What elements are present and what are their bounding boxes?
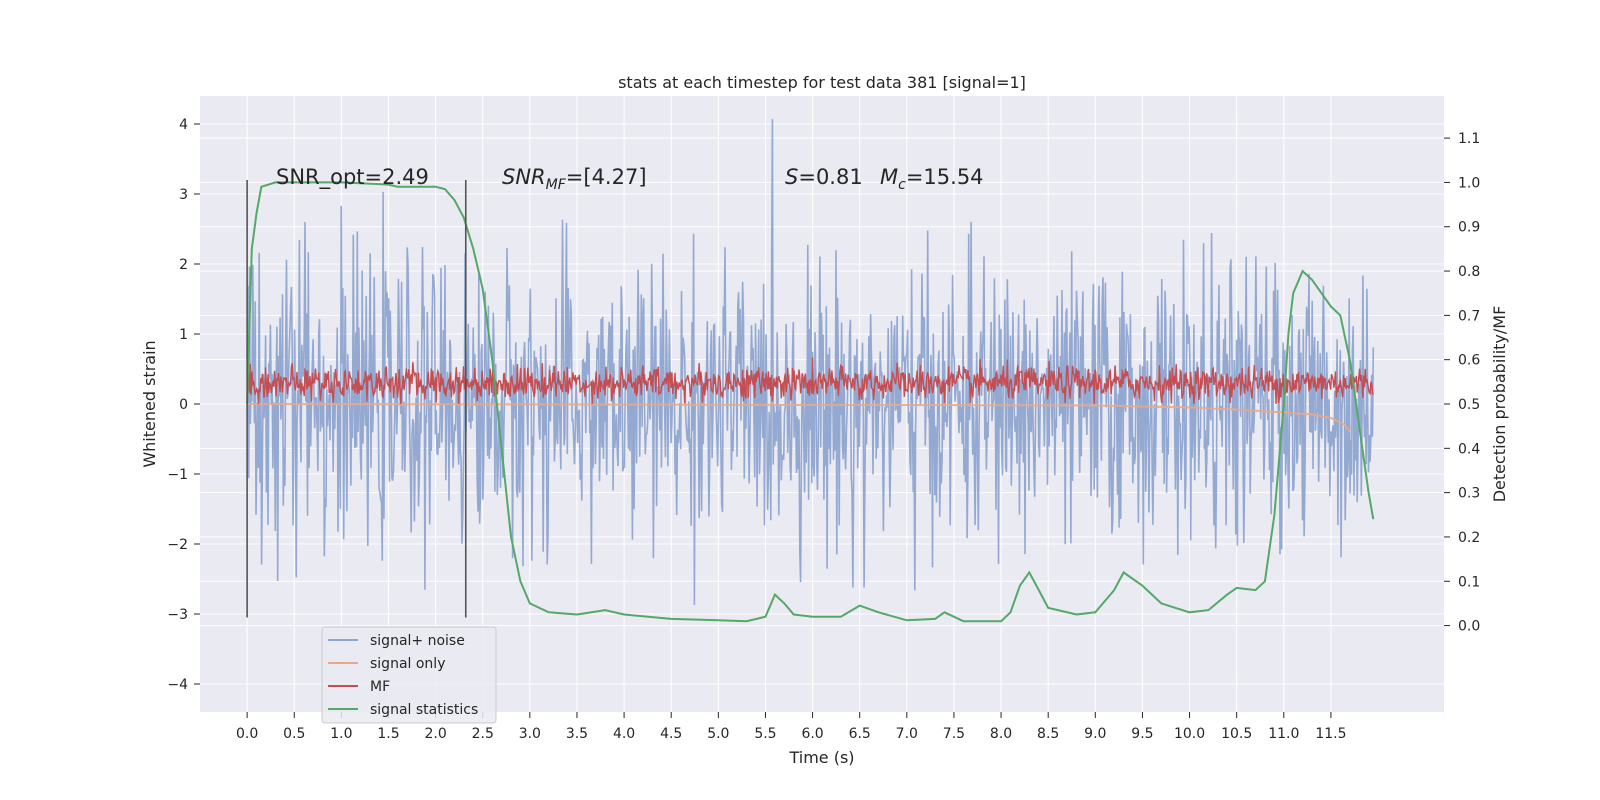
annotation-snr-mf-main: SNR xyxy=(502,165,546,189)
y2-axis-ticks: 1.1 1.0 0.9 0.8 0.7 0.6 0.5 0.4 0.3 0.2 0.1 0.0 xyxy=(1444,131,1480,635)
signal-noise-line xyxy=(246,119,1375,606)
y2-tick-label: 0.7 xyxy=(1458,308,1480,324)
series-mf xyxy=(246,357,1374,405)
x-tick-label: 11.5 xyxy=(1315,726,1346,742)
y-tick-label: −2 xyxy=(167,537,188,553)
y-tick-label: 1 xyxy=(179,327,188,343)
x-tick-label: 4.0 xyxy=(613,726,635,742)
x-tick-label: 10.5 xyxy=(1221,726,1252,742)
annotation-mc-rest: =15.54 xyxy=(906,165,984,189)
annotation-mc: Mc=15.54 xyxy=(880,165,984,193)
y2-tick-label: 0.5 xyxy=(1458,397,1480,413)
legend-box xyxy=(321,626,497,724)
x-tick-label: 8.0 xyxy=(990,726,1012,742)
y2-axis-label: Detection probability/MF xyxy=(1490,306,1509,503)
x-tick-label: 2.5 xyxy=(472,726,494,742)
y2-tick-label: 0.9 xyxy=(1458,220,1480,236)
x-tick-label: 11.0 xyxy=(1268,726,1299,742)
x-axis-ticks: 0.0 0.5 1.0 1.5 2.0 2.5 3.0 3.5 4.0 4.5 5.0 5.5 6.0 6… xyxy=(236,712,1346,742)
y2-tick-label: 0.3 xyxy=(1458,486,1480,502)
y2-tick-label: 0.2 xyxy=(1458,530,1480,546)
annotation-snr-opt: SNR_opt=2.49 xyxy=(276,165,429,190)
x-tick-label: 9.5 xyxy=(1131,726,1153,742)
legend-label-mf: MF xyxy=(370,679,390,695)
y-tick-label: 3 xyxy=(179,187,188,203)
y-tick-label: −3 xyxy=(167,607,188,623)
x-tick-label: 1.0 xyxy=(330,726,352,742)
annotation-snr-mf-sub: MF xyxy=(546,177,567,193)
x-tick-label: 10.0 xyxy=(1174,726,1205,742)
legend-label-signal-only: signal only xyxy=(370,656,445,672)
y2-tick-label: 1.0 xyxy=(1458,175,1480,191)
legend-label-signal-noise: signal+ noise xyxy=(370,633,465,649)
x-tick-label: 5.0 xyxy=(707,726,729,742)
y-tick-label: −1 xyxy=(167,467,188,483)
x-tick-label: 6.5 xyxy=(849,726,871,742)
y2-tick-label: 0.8 xyxy=(1458,264,1480,280)
x-tick-label: 1.5 xyxy=(377,726,399,742)
x-tick-label: 5.5 xyxy=(754,726,776,742)
annotation-mc-main: M xyxy=(880,165,898,189)
x-tick-label: 0.5 xyxy=(283,726,305,742)
x-tick-label: 0.0 xyxy=(236,726,258,742)
y2-tick-label: 0.1 xyxy=(1458,574,1480,590)
y-tick-label: 0 xyxy=(179,397,188,413)
series-signal-statistics xyxy=(246,181,1375,623)
series-signal-noise xyxy=(246,119,1375,606)
legend-label-signal-statistics: signal statistics xyxy=(370,702,478,718)
x-tick-label: 4.5 xyxy=(660,726,682,742)
legend: signal+ noise signal only MF signal stat… xyxy=(321,626,497,724)
y-tick-label: 4 xyxy=(179,117,188,133)
annotation-s-rest: =0.81 xyxy=(798,165,862,189)
chart-title: stats at each timestep for test data 381… xyxy=(618,73,1026,92)
annotations: SNR_opt=2.49 SNRMF=[4.27] S=0.81 Mc=15.5… xyxy=(276,165,984,193)
y-tick-label: 2 xyxy=(179,257,188,273)
y2-tick-label: 0.6 xyxy=(1458,353,1480,369)
y-axis-label: Whitened strain xyxy=(140,340,159,467)
annotation-snr-mf: SNRMF=[4.27] xyxy=(502,165,647,193)
x-tick-label: 9.0 xyxy=(1084,726,1106,742)
y2-tick-label: 0.4 xyxy=(1458,441,1480,457)
annotation-mc-sub: c xyxy=(898,177,906,193)
annotation-s-main: S xyxy=(785,165,798,189)
annotation-snr-mf-rest: =[4.27] xyxy=(566,165,647,189)
x-tick-label: 7.0 xyxy=(896,726,918,742)
x-axis-label: Time (s) xyxy=(788,748,854,767)
x-tick-label: 7.5 xyxy=(943,726,965,742)
mf-line xyxy=(246,357,1374,405)
x-tick-label: 8.5 xyxy=(1037,726,1059,742)
annotation-s: S=0.81 xyxy=(785,165,863,189)
y2-tick-label: 0.0 xyxy=(1458,619,1480,635)
x-tick-label: 6.0 xyxy=(801,726,823,742)
x-tick-label: 2.0 xyxy=(424,726,446,742)
y2-tick-label: 1.1 xyxy=(1458,131,1480,147)
signal-statistics-line xyxy=(246,181,1375,623)
vertical-markers xyxy=(246,180,467,618)
y-tick-label: −4 xyxy=(167,677,188,693)
y-axis-ticks: 4 3 2 1 0 −1 −2 −3 −4 xyxy=(167,117,200,693)
x-tick-label: 3.5 xyxy=(566,726,588,742)
x-tick-label: 3.0 xyxy=(519,726,541,742)
